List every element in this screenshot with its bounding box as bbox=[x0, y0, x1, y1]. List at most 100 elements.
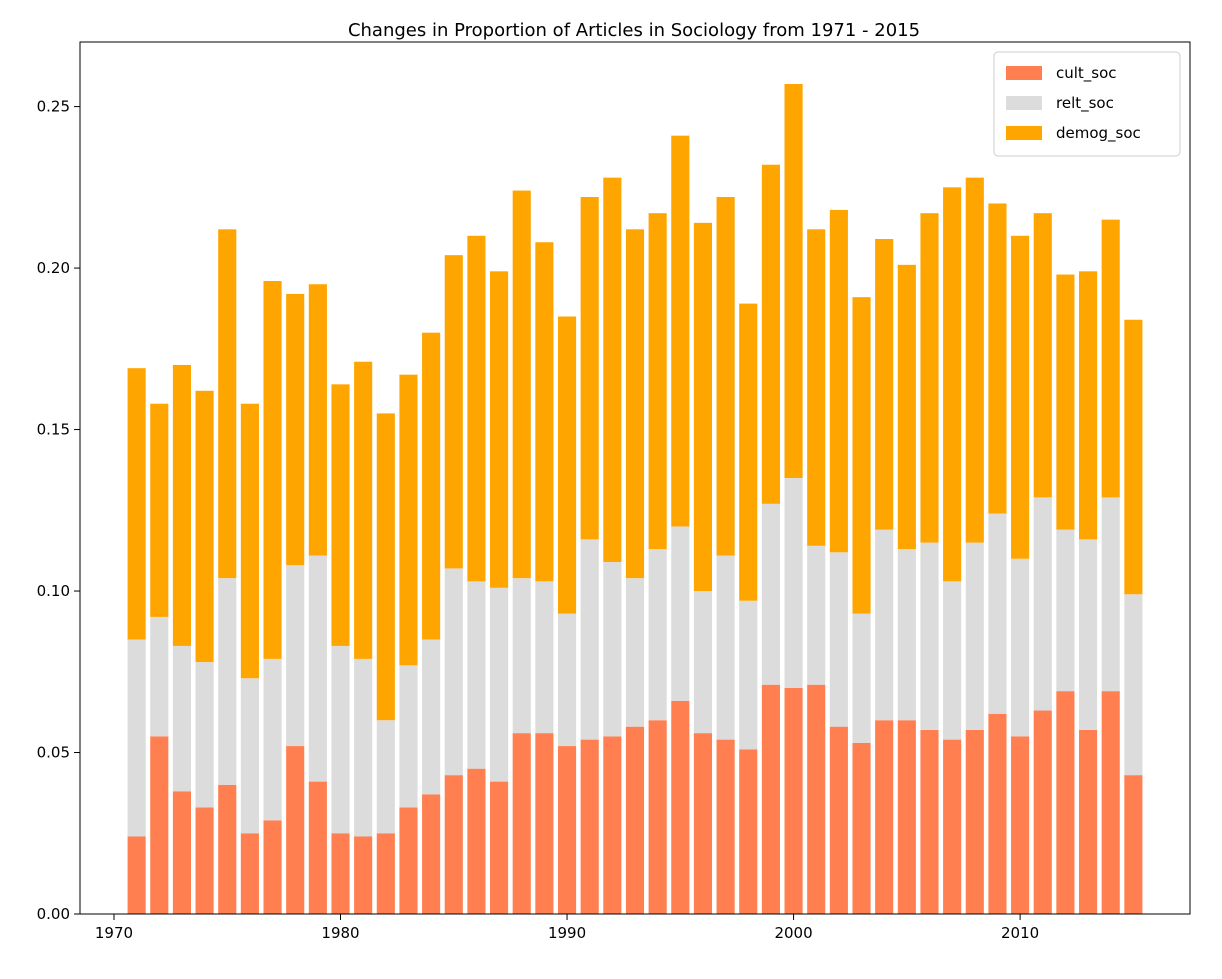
bar-cult_soc-2007 bbox=[943, 739, 962, 914]
bar-demog_soc-1999 bbox=[761, 164, 780, 504]
bar-cult_soc-1978 bbox=[286, 746, 305, 914]
bar-relt_soc-1993 bbox=[625, 578, 645, 727]
y-tick-label: 0.00 bbox=[37, 905, 70, 923]
bar-cult_soc-1976 bbox=[240, 833, 259, 914]
bar-demog_soc-1976 bbox=[240, 403, 259, 679]
bar-demog_soc-1991 bbox=[580, 197, 599, 540]
bar-demog_soc-2003 bbox=[852, 297, 871, 614]
x-tick-label: 1970 bbox=[95, 924, 133, 942]
x-tick-label: 1990 bbox=[548, 924, 586, 942]
bar-relt_soc-1973 bbox=[172, 645, 191, 792]
bar-cult_soc-1987 bbox=[490, 781, 509, 914]
bar-relt_soc-1997 bbox=[716, 555, 735, 740]
bar-demog_soc-1983 bbox=[399, 374, 418, 666]
bar-cult_soc-1984 bbox=[422, 794, 441, 914]
bar-cult_soc-1977 bbox=[263, 820, 282, 914]
bar-demog_soc-1973 bbox=[172, 364, 191, 646]
bar-cult_soc-1998 bbox=[739, 749, 758, 914]
bar-relt_soc-1987 bbox=[490, 587, 509, 782]
bar-cult_soc-1973 bbox=[172, 791, 191, 914]
bar-cult_soc-2010 bbox=[1011, 736, 1030, 914]
legend-label-cult_soc: cult_soc bbox=[1056, 64, 1117, 83]
bar-demog_soc-1998 bbox=[739, 303, 758, 601]
bar-cult_soc-2012 bbox=[1056, 691, 1075, 914]
bar-demog_soc-1994 bbox=[648, 213, 667, 550]
bar-relt_soc-2006 bbox=[920, 542, 939, 730]
bar-demog_soc-1987 bbox=[490, 271, 509, 588]
bar-cult_soc-2001 bbox=[807, 684, 826, 914]
bar-cult_soc-2011 bbox=[1033, 710, 1052, 914]
bar-demog_soc-2009 bbox=[988, 203, 1007, 514]
bar-demog_soc-1980 bbox=[331, 384, 350, 646]
bar-relt_soc-1996 bbox=[693, 591, 713, 734]
bar-cult_soc-1974 bbox=[195, 807, 214, 914]
x-tick-label: 2010 bbox=[1001, 924, 1039, 942]
bar-demog_soc-1997 bbox=[716, 197, 735, 556]
bar-demog_soc-2011 bbox=[1033, 213, 1052, 498]
legend-swatch-relt_soc bbox=[1006, 96, 1042, 110]
legend-label-relt_soc: relt_soc bbox=[1056, 94, 1114, 113]
bar-relt_soc-1977 bbox=[263, 658, 282, 821]
legend: cult_soc relt_soc demog_soc bbox=[993, 51, 1181, 157]
chart-title: Changes in Proportion of Articles in Soc… bbox=[348, 20, 920, 41]
bar-demog_soc-2008 bbox=[965, 177, 984, 543]
bar-demog_soc-2012 bbox=[1056, 274, 1075, 530]
bar-demog_soc-1992 bbox=[603, 177, 622, 562]
bar-cult_soc-1988 bbox=[512, 733, 531, 914]
bar-relt_soc-1999 bbox=[761, 503, 780, 685]
bar-relt_soc-2005 bbox=[897, 549, 916, 721]
bar-cult_soc-1975 bbox=[218, 784, 237, 914]
bar-demog_soc-2004 bbox=[875, 239, 894, 530]
y-tick-label: 0.10 bbox=[37, 582, 70, 600]
bar-demog_soc-2013 bbox=[1079, 271, 1098, 540]
bar-cult_soc-1992 bbox=[603, 736, 622, 914]
bar-cult_soc-1971 bbox=[127, 836, 146, 914]
bar-cult_soc-2014 bbox=[1101, 691, 1120, 914]
bar-demog_soc-1990 bbox=[557, 316, 577, 614]
bar-demog_soc-1984 bbox=[422, 332, 441, 640]
bar-relt_soc-1975 bbox=[218, 578, 237, 785]
bar-relt_soc-1991 bbox=[580, 539, 599, 740]
bar-cult_soc-1972 bbox=[150, 736, 169, 914]
bar-relt_soc-1985 bbox=[444, 568, 463, 776]
bar-relt_soc-1992 bbox=[603, 561, 622, 737]
bar-relt_soc-1974 bbox=[195, 662, 214, 808]
bar-demog_soc-1971 bbox=[127, 368, 146, 640]
legend-swatch-demog_soc bbox=[1006, 126, 1042, 140]
bar-cult_soc-2000 bbox=[784, 687, 803, 914]
bar-cult_soc-1983 bbox=[399, 807, 418, 914]
bar-cult_soc-2009 bbox=[988, 713, 1007, 914]
bar-demog_soc-1985 bbox=[444, 255, 463, 569]
bar-demog_soc-1993 bbox=[625, 229, 645, 579]
y-tick-label: 0.20 bbox=[37, 259, 70, 277]
bar-relt_soc-2009 bbox=[988, 513, 1007, 714]
bar-cult_soc-2008 bbox=[965, 729, 984, 914]
legend-swatch-cult_soc bbox=[1006, 66, 1042, 80]
bar-demog_soc-1996 bbox=[693, 222, 713, 592]
bar-cult_soc-2015 bbox=[1124, 775, 1143, 914]
plot-frame bbox=[79, 41, 1191, 915]
bar-demog_soc-2002 bbox=[829, 209, 848, 553]
bar-demog_soc-1979 bbox=[308, 284, 327, 556]
bar-demog_soc-2015 bbox=[1124, 319, 1143, 595]
bar-relt_soc-2001 bbox=[807, 545, 826, 685]
bar-cult_soc-1995 bbox=[671, 700, 690, 914]
legend-label-demog_soc: demog_soc bbox=[1056, 124, 1141, 143]
bar-relt_soc-2015 bbox=[1124, 594, 1143, 776]
bar-cult_soc-1981 bbox=[354, 836, 373, 914]
bar-relt_soc-1978 bbox=[286, 565, 305, 747]
bar-relt_soc-1979 bbox=[308, 555, 327, 782]
bar-demog_soc-2014 bbox=[1101, 219, 1120, 498]
bar-relt_soc-1990 bbox=[557, 613, 577, 747]
bar-relt_soc-1983 bbox=[399, 665, 418, 808]
bar-demog_soc-1989 bbox=[535, 242, 554, 582]
bar-demog_soc-2006 bbox=[920, 213, 939, 543]
series-relt_soc bbox=[127, 478, 1143, 837]
bar-cult_soc-2002 bbox=[829, 726, 848, 914]
bar-relt_soc-2002 bbox=[829, 552, 848, 727]
x-tick-label: 2000 bbox=[774, 924, 812, 942]
bar-cult_soc-1991 bbox=[580, 739, 599, 914]
bar-cult_soc-1990 bbox=[557, 746, 577, 914]
bar-demog_soc-2001 bbox=[807, 229, 826, 546]
bar-cult_soc-2006 bbox=[920, 729, 939, 914]
